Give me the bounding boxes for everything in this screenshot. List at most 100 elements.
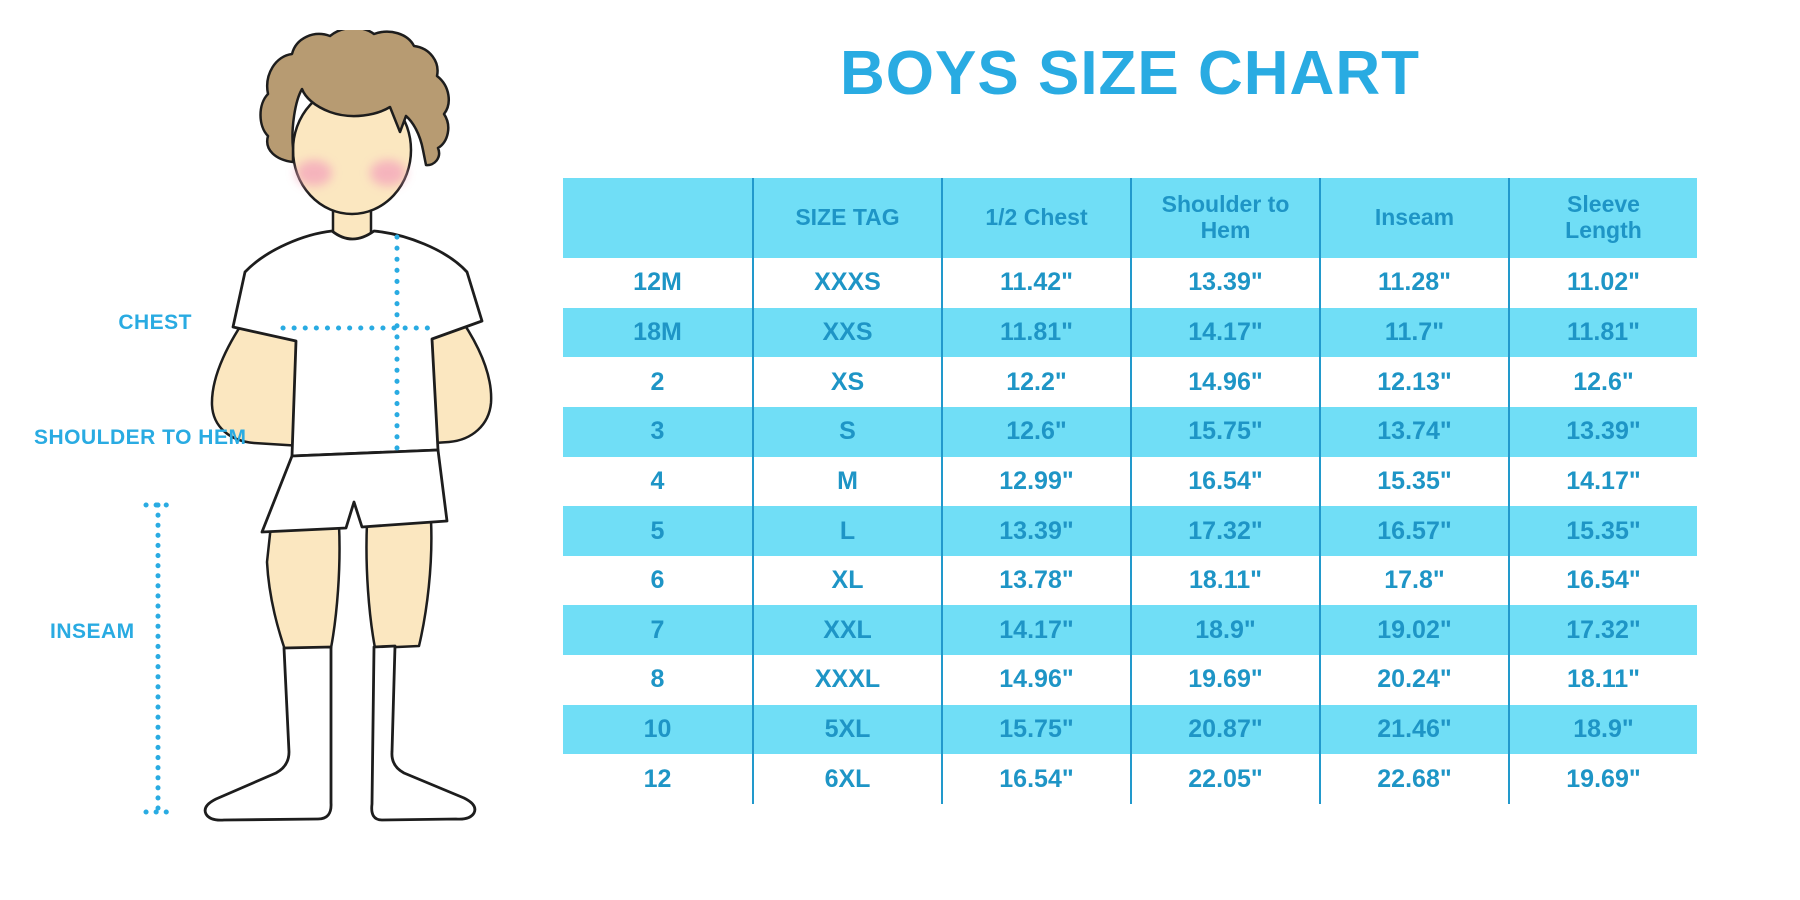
table-cell: 5XL	[752, 704, 941, 755]
table-row: 2 XS 12.2" 14.96" 12.13" 12.6"	[563, 357, 1697, 407]
table-cell: 14.17"	[941, 605, 1130, 656]
table-cell: 12.99"	[941, 456, 1130, 507]
table-cell: 19.69"	[1130, 655, 1319, 705]
measurement-figure: CHEST SHOULDER TO HEM INSEAM	[0, 0, 600, 900]
table-cell: 18.11"	[1130, 555, 1319, 606]
socks	[203, 644, 477, 822]
table-row: 7 XXL 14.17" 18.9" 19.02" 17.32"	[563, 605, 1697, 656]
table-cell: S	[752, 406, 941, 457]
table-cell: 5	[650, 516, 665, 545]
table-cell: 13.78"	[941, 555, 1130, 606]
table-cell: 21.46"	[1319, 704, 1508, 755]
table-row: 5 L 13.39" 17.32" 16.57" 15.35"	[563, 506, 1697, 556]
size-table: SIZE TAG 1/2 Chest Shoulder to Hem Insea…	[563, 178, 1697, 805]
table-cell: 14.96"	[1130, 357, 1319, 407]
table-cell: 12.13"	[1319, 357, 1508, 407]
table-cell: 18.9"	[1130, 605, 1319, 656]
chest-label: CHEST	[118, 311, 192, 334]
header-cell-size-tag: SIZE TAG	[752, 178, 941, 258]
table-cell: M	[752, 456, 941, 507]
table-cell: 18M	[633, 317, 682, 346]
table-cell: 12M	[633, 268, 682, 297]
hair	[259, 30, 450, 167]
table-cell: 20.24"	[1319, 655, 1508, 705]
table-cell: 15.75"	[1130, 406, 1319, 457]
header-cell-inseam: Inseam	[1319, 178, 1508, 258]
table-cell: 11.81"	[1508, 307, 1697, 358]
table-cell: 12.6"	[1508, 357, 1697, 407]
page-title: BOYS SIZE CHART	[840, 39, 1420, 108]
table-row: 6 XL 13.78" 18.11" 17.8" 16.54"	[563, 555, 1697, 606]
table-cell: 12.6"	[941, 406, 1130, 457]
table-cell: 11.81"	[941, 307, 1130, 358]
table-cell: 10	[643, 715, 672, 744]
table-cell: 22.68"	[1319, 754, 1508, 805]
table-cell: 12	[643, 764, 672, 793]
table-cell: 11.02"	[1508, 258, 1697, 308]
table-cell: 13.39"	[1508, 406, 1697, 457]
table-cell: 16.54"	[1508, 555, 1697, 606]
table-cell: 13.39"	[941, 506, 1130, 556]
table-cell: 4	[650, 466, 665, 495]
table-row: 3 S 12.6" 15.75" 13.74" 13.39"	[563, 406, 1697, 457]
boy-figure-illustration	[143, 30, 493, 822]
table-cell: 14.17"	[1508, 456, 1697, 507]
table-cell: 6XL	[752, 754, 941, 805]
inseam-dotted-line	[143, 502, 175, 815]
inseam-label: INSEAM	[50, 620, 135, 643]
table-cell: 19.02"	[1319, 605, 1508, 656]
tshirt	[231, 229, 484, 458]
shorts	[260, 448, 449, 534]
table-cell: XS	[752, 357, 941, 407]
table-row: 10 5XL 15.75" 20.87" 21.46" 18.9"	[563, 704, 1697, 755]
table-cell: 6	[650, 566, 665, 595]
table-cell: XL	[752, 555, 941, 606]
table-cell: 8	[650, 665, 665, 694]
table-cell: 18.9"	[1508, 704, 1697, 755]
table-cell: 11.7"	[1319, 307, 1508, 358]
table-cell: L	[752, 506, 941, 556]
table-cell: 7	[650, 615, 665, 644]
table-cell: 15.35"	[1508, 506, 1697, 556]
table-body: 12M XXXS 11.42" 13.39" 11.28" 11.02" 18M…	[563, 258, 1697, 805]
table-cell: 20.87"	[1130, 704, 1319, 755]
table-cell: 19.69"	[1508, 754, 1697, 805]
table-cell: 17.32"	[1130, 506, 1319, 556]
table-cell: 14.96"	[941, 655, 1130, 705]
table-row: 12 6XL 16.54" 22.05" 22.68" 19.69"	[563, 754, 1697, 805]
table-cell: 2	[650, 367, 665, 396]
table-row: 8 XXXL 14.96" 19.69" 20.24" 18.11"	[563, 655, 1697, 705]
table-cell: 16.54"	[941, 754, 1130, 805]
table-cell: 15.75"	[941, 704, 1130, 755]
table-cell: 16.57"	[1319, 506, 1508, 556]
table-cell: XXS	[752, 307, 941, 358]
table-cell: 12.2"	[941, 357, 1130, 407]
table-cell: 18.11"	[1508, 655, 1697, 705]
cheeks	[296, 160, 406, 186]
table-cell: 15.35"	[1319, 456, 1508, 507]
table-header-row: SIZE TAG 1/2 Chest Shoulder to Hem Insea…	[563, 178, 1697, 258]
table-cell: XXL	[752, 605, 941, 656]
table-cell: XXXL	[752, 655, 941, 705]
table-cell: 11.28"	[1319, 258, 1508, 308]
table-row: 4 M 12.99" 16.54" 15.35" 14.17"	[563, 456, 1697, 507]
header-cell-half-chest: 1/2 Chest	[941, 178, 1130, 258]
table-cell: 17.32"	[1508, 605, 1697, 656]
table-cell: 13.74"	[1319, 406, 1508, 457]
table-row: 12M XXXS 11.42" 13.39" 11.28" 11.02"	[563, 258, 1697, 308]
header-cell-shoulder-to-hem: Shoulder to Hem	[1130, 178, 1319, 258]
legs	[265, 518, 433, 652]
table-cell: 22.05"	[1130, 754, 1319, 805]
table-cell: 13.39"	[1130, 258, 1319, 308]
table-cell: 16.54"	[1130, 456, 1319, 507]
table-cell: 11.42"	[941, 258, 1130, 308]
table-cell: 3	[650, 417, 665, 446]
header-cell-size	[563, 178, 752, 258]
table-row: 18M XXS 11.81" 14.17" 11.7" 11.81"	[563, 307, 1697, 358]
shoulder-to-hem-label: SHOULDER TO HEM	[34, 426, 247, 449]
header-cell-sleeve-length: Sleeve Length	[1508, 178, 1697, 258]
table-cell: 17.8"	[1319, 555, 1508, 606]
table-cell: XXXS	[752, 258, 941, 308]
table-cell: 14.17"	[1130, 307, 1319, 358]
